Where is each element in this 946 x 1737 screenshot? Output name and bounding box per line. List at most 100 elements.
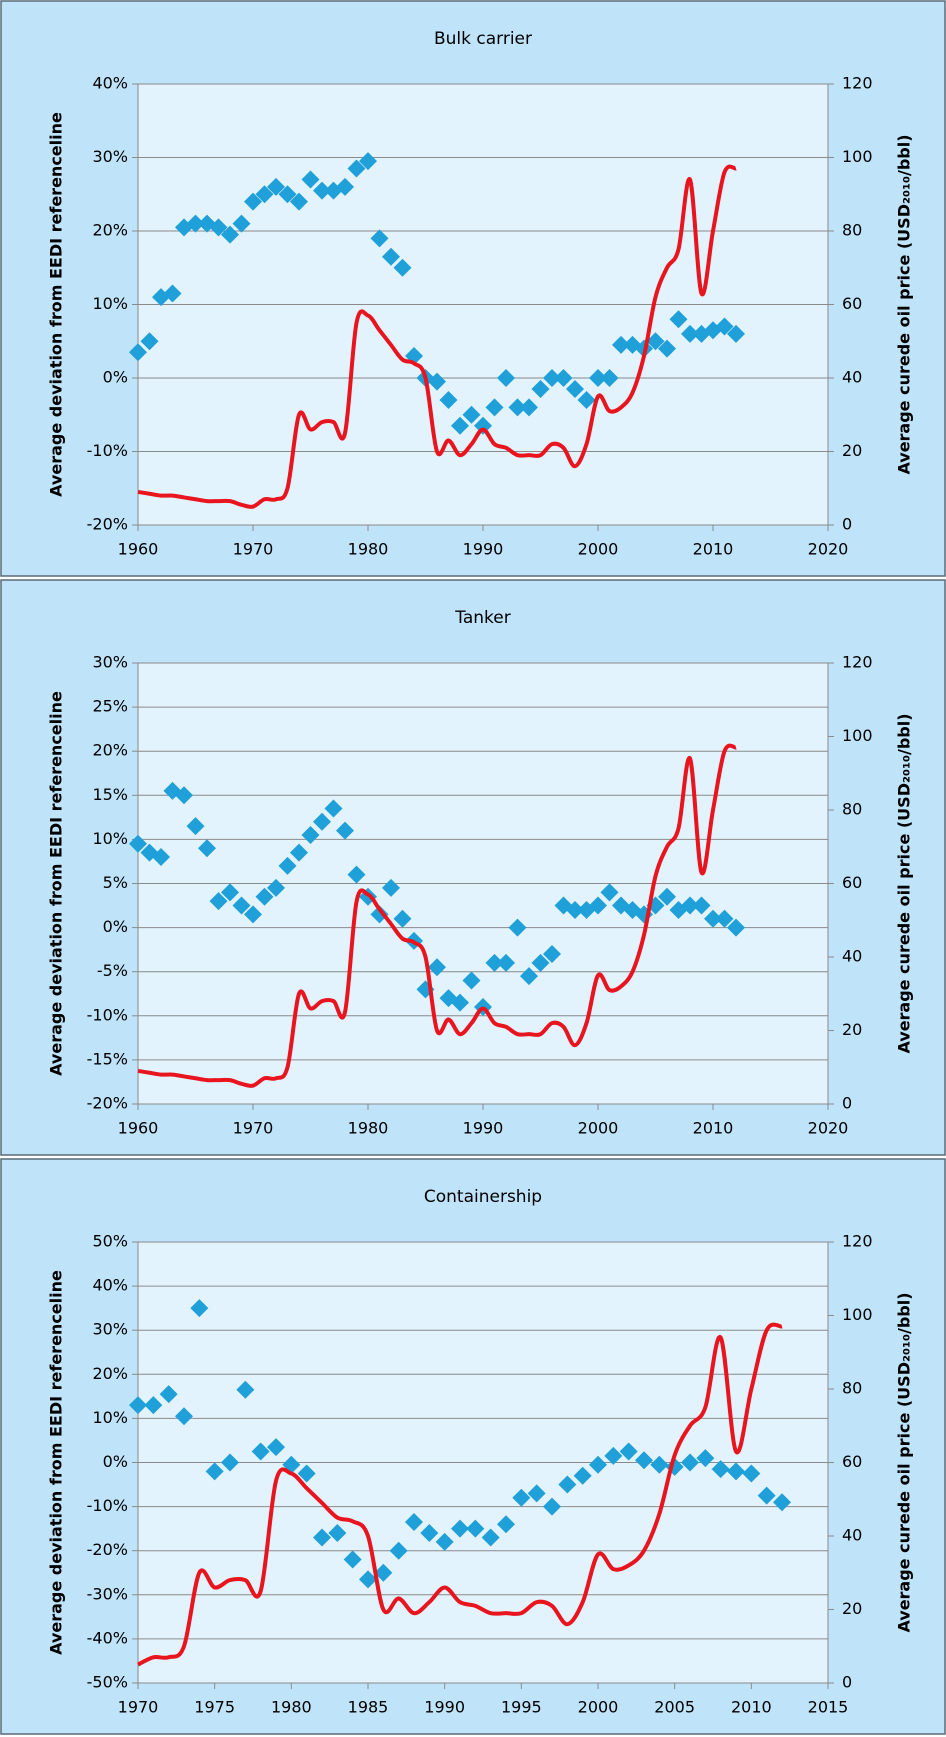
data-point [347,865,366,884]
data-point [658,339,676,358]
x-tick-label: 1980 [271,1698,312,1717]
data-point [554,369,573,387]
data-point [543,369,561,387]
y2-tick-label: 0 [842,1094,852,1113]
data-point [566,380,584,399]
data-point [359,152,377,171]
y-tick-label: -5% [97,961,128,980]
x-tick-label: 1990 [424,1698,465,1717]
y2-tick-label: 60 [842,1452,862,1471]
oil-price-line [137,743,737,1088]
data-point [681,324,699,343]
y2-tick-label: 0 [842,1673,852,1692]
data-point [232,214,251,233]
data-point [236,1380,255,1399]
y2-tick-label: 100 [842,147,873,166]
data-point [485,398,504,417]
data-point [232,896,251,915]
data-point [439,989,458,1008]
y-tick-label: -10% [87,441,128,460]
y2-tick-label: 80 [842,221,862,240]
data-point [757,1486,776,1505]
data-point [301,170,320,189]
x-tick-label: 2010 [693,540,734,559]
data-point [543,1497,561,1516]
chart-panel: Containership -50% -40% -30% -20% -10% 0% 10% 20… [0,1158,946,1735]
y2-tick-label: 80 [842,1379,862,1398]
data-point [313,1528,331,1547]
data-point [159,1385,178,1404]
data-point [267,177,285,196]
data-point [393,909,412,928]
data-point [382,247,400,266]
y-axis-title: Average deviation from EEDI referencelin… [47,1270,66,1655]
data-point [466,1519,485,1538]
y-tick-label: -10% [87,1496,128,1515]
y-tick-label: 25% [92,697,128,716]
data-point [520,398,538,417]
data-point [428,372,446,391]
data-point [389,1541,408,1560]
data-point [665,1457,684,1476]
data-point [129,343,147,362]
data-point [527,1484,546,1503]
data-point [715,317,734,336]
data-point [255,185,274,204]
y-tick-label: -15% [87,1049,128,1068]
data-point [301,825,320,844]
y2-tick-label: 0 [842,515,852,534]
data-point [428,958,446,977]
data-point [382,878,400,897]
data-point [129,1396,147,1415]
data-point [328,1524,347,1543]
data-point [658,887,676,906]
y2-tick-label: 20 [842,1020,862,1039]
x-tick-label: 2005 [654,1698,695,1717]
data-point [704,909,722,928]
data-point [497,1515,515,1534]
data-point [435,1532,454,1551]
x-tick-label: 2000 [578,1698,619,1717]
y-tick-label: 20% [92,741,128,760]
data-point [589,896,607,915]
data-point [163,284,182,303]
y-tick-label: -30% [87,1584,128,1603]
data-point [520,967,538,986]
y2-tick-label: 20 [842,441,862,460]
y-tick-label: 20% [92,1364,128,1383]
y2-tick-label: 100 [842,726,873,745]
x-tick-label: 1960 [118,540,159,559]
data-point [359,1570,377,1589]
data-point [612,335,630,354]
data-point [290,843,308,862]
chart-panel: Tanker -20% -15% -10% -5% 0% 5% 10% 15% 20% 25% 30%… [0,579,946,1156]
data-point [278,185,297,204]
data-point [244,905,262,924]
data-point [711,1460,730,1479]
data-point [558,1475,577,1494]
y2-tick-label: 120 [842,1232,873,1251]
y-tick-label: 30% [92,653,128,672]
data-point [646,332,665,351]
x-tick-label: 1970 [118,1698,159,1717]
data-point [221,1453,239,1472]
y-tick-label: -50% [87,1673,128,1692]
y2-tick-label: 40 [842,1526,862,1545]
data-point [451,416,469,435]
data-point [405,1513,423,1532]
data-point [773,1493,791,1512]
data-point [451,993,469,1012]
data-point [324,799,343,818]
x-tick-label: 1980 [348,540,389,559]
y-tick-label: 30% [92,1320,128,1339]
data-point [727,324,745,343]
y2-tick-label: 60 [842,873,862,892]
y-tick-label: 50% [92,1232,128,1251]
data-point [531,953,550,972]
y-tick-label: -40% [87,1628,128,1647]
y2-axis-title: Average curede oil price (USD₂₀₁₀/bbl) [895,1292,914,1632]
x-tick-label: 1970 [233,1119,274,1138]
data-point [727,1462,745,1481]
data-point [152,848,170,867]
